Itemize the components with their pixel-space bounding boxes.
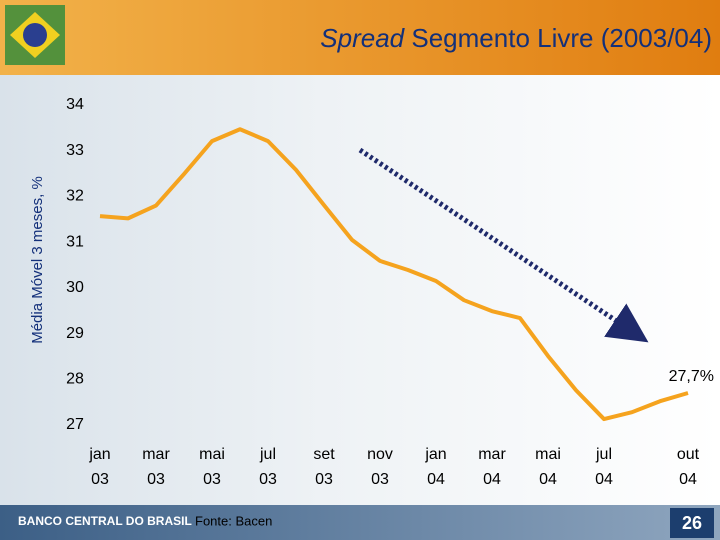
chart-title: Spread Segmento Livre (2003/04) [320,23,712,53]
x-tick-label: mai 04 [535,446,561,488]
x-tick-label: jul 03 [259,446,277,488]
flag-circle [23,23,47,47]
data-label: 27,7% [669,368,714,385]
x-tick-label: set 03 [313,446,335,488]
y-tick-label: 30 [66,279,84,296]
x-tick-label: mar 04 [478,446,506,488]
y-tick-label: 28 [66,371,84,388]
y-tick-label: 31 [66,233,84,250]
y-tick-label: 32 [66,188,84,205]
footer-brand: BANCO CENTRAL DO BRASIL [18,514,192,528]
x-tick-label: out 04 [676,446,700,488]
footer-source: Fonte: Bacen [195,513,272,528]
data-line [99,127,689,422]
x-tick-label: jan 03 [89,446,111,488]
x-tick-label: jul 04 [595,446,613,488]
title-emphasis: Spread [320,23,405,53]
title-bar [0,0,720,75]
y-axis-title: Média Móvel 3 meses, % [29,176,46,344]
x-tick-label: jan 04 [425,446,447,488]
y-tick-label: 33 [66,142,84,159]
y-tick-label: 29 [66,325,84,342]
x-tick-label: mar 03 [142,446,170,488]
title-text: Segmento Livre (2003/04) [411,23,712,53]
footer-bar [0,505,720,540]
trend-arrow [358,147,649,343]
x-tick-label: nov 03 [367,446,393,488]
page-number-box [670,508,714,538]
y-tick-label: 34 [66,96,84,113]
y-tick-label: 27 [66,416,84,433]
x-tick-label: mai 03 [199,446,225,488]
page-number: 26 [682,513,702,533]
